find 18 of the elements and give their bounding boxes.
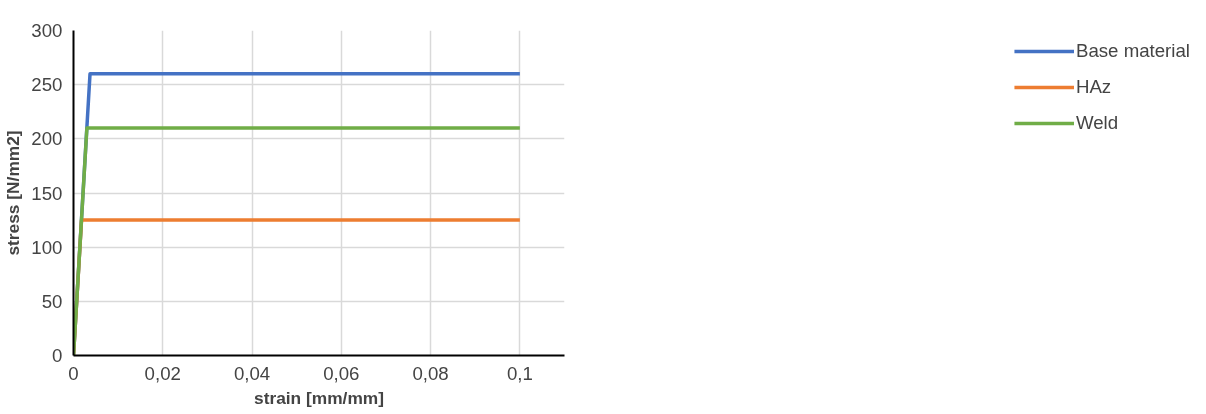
y-tick-label: 300 — [31, 20, 63, 41]
x-tick-label: 0 — [68, 362, 79, 384]
legend-label: Weld — [1075, 112, 1119, 134]
x-axis-title: strain [mm/mm] — [254, 387, 385, 408]
y-tick-label: 200 — [31, 128, 63, 150]
y-axis-title: stress [N/mm2] — [3, 130, 24, 256]
x-tick-label: 0,08 — [412, 362, 449, 384]
y-tick-label: 50 — [41, 290, 63, 312]
x-tick-label: 0,1 — [506, 362, 533, 384]
y-tick-label: 150 — [31, 182, 63, 204]
legend-label: HAz — [1075, 76, 1112, 98]
y-tick-label: 100 — [31, 236, 63, 258]
x-tick-label: 0,02 — [144, 362, 181, 384]
y-tick-label: 0 — [52, 345, 63, 366]
x-tick-label: 0,06 — [323, 362, 360, 384]
y-tick-label: 250 — [31, 74, 63, 96]
x-tick-label: 0,04 — [233, 362, 271, 384]
legend-label: Base material — [1075, 40, 1190, 62]
